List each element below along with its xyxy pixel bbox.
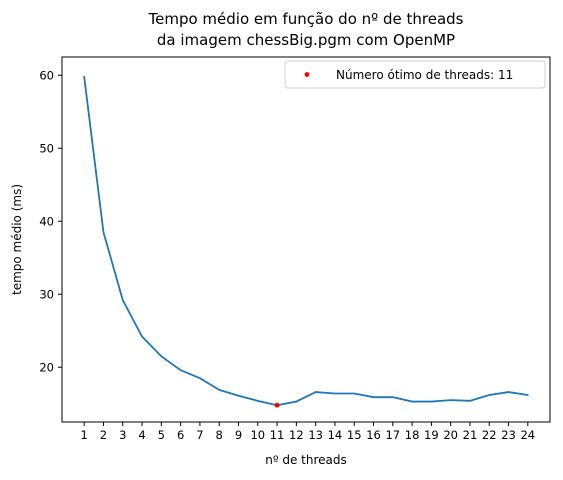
y-tick-label-30: 30 <box>39 287 54 301</box>
x-tick-label-20: 20 <box>443 428 458 442</box>
chart-title-line-1: Tempo médio em função do nº de threads <box>148 10 464 28</box>
legend-label: Número ótimo de threads: 11 <box>336 68 513 82</box>
x-tick-label-21: 21 <box>463 428 478 442</box>
x-tick-label-8: 8 <box>216 428 223 442</box>
chart-title-line-2: da imagem chessBig.pgm com OpenMP <box>157 31 455 49</box>
series-layer <box>83 75 529 407</box>
y-tick-label-40: 40 <box>39 214 54 228</box>
plot-area-frame <box>61 56 551 423</box>
x-tick-label-9: 9 <box>235 428 242 442</box>
x-axis-label: nº de threads <box>265 453 346 467</box>
x-tick-label-13: 13 <box>308 428 323 442</box>
x-tick-label-1: 1 <box>81 428 88 442</box>
series-line-0 <box>83 75 529 407</box>
x-tick-label-22: 22 <box>482 428 497 442</box>
y-axis-label: tempo médio (ms) <box>10 184 24 295</box>
legend-marker <box>304 72 310 77</box>
y-tick-label-50: 50 <box>39 141 54 155</box>
optimal-thread-point <box>274 402 280 408</box>
x-tick-label-12: 12 <box>289 428 304 442</box>
y-axis-ticks: 20 30 40 50 60 <box>39 68 62 374</box>
x-tick-label-5: 5 <box>158 428 165 442</box>
x-tick-label-14: 14 <box>328 428 343 442</box>
x-tick-label-23: 23 <box>501 428 516 442</box>
x-tick-label-18: 18 <box>405 428 420 442</box>
x-tick-label-4: 4 <box>138 428 145 442</box>
legend: Número ótimo de threads: 11 <box>284 60 546 89</box>
y-tick-label-60: 60 <box>39 68 54 82</box>
y-tick-label-20: 20 <box>39 360 54 374</box>
legend-box <box>284 60 546 89</box>
x-tick-label-7: 7 <box>196 428 203 442</box>
x-axis-ticks: 1 2 3 4 5 6 7 8 9 10 11 12 13 14 15 16 17 18 19 20 21 22 23 24 <box>81 422 535 442</box>
x-tick-label-15: 15 <box>347 428 362 442</box>
x-tick-label-11: 11 <box>270 428 285 442</box>
x-tick-label-10: 10 <box>250 428 265 442</box>
highlight-layer <box>274 402 280 408</box>
x-tick-label-19: 19 <box>424 428 439 442</box>
x-tick-label-2: 2 <box>100 428 107 442</box>
chart-title: Tempo médio em função do nº de threads d… <box>148 10 464 49</box>
x-tick-label-17: 17 <box>385 428 400 442</box>
x-tick-label-3: 3 <box>119 428 126 442</box>
x-tick-label-24: 24 <box>520 428 535 442</box>
x-tick-label-16: 16 <box>366 428 381 442</box>
x-tick-label-6: 6 <box>177 428 184 442</box>
